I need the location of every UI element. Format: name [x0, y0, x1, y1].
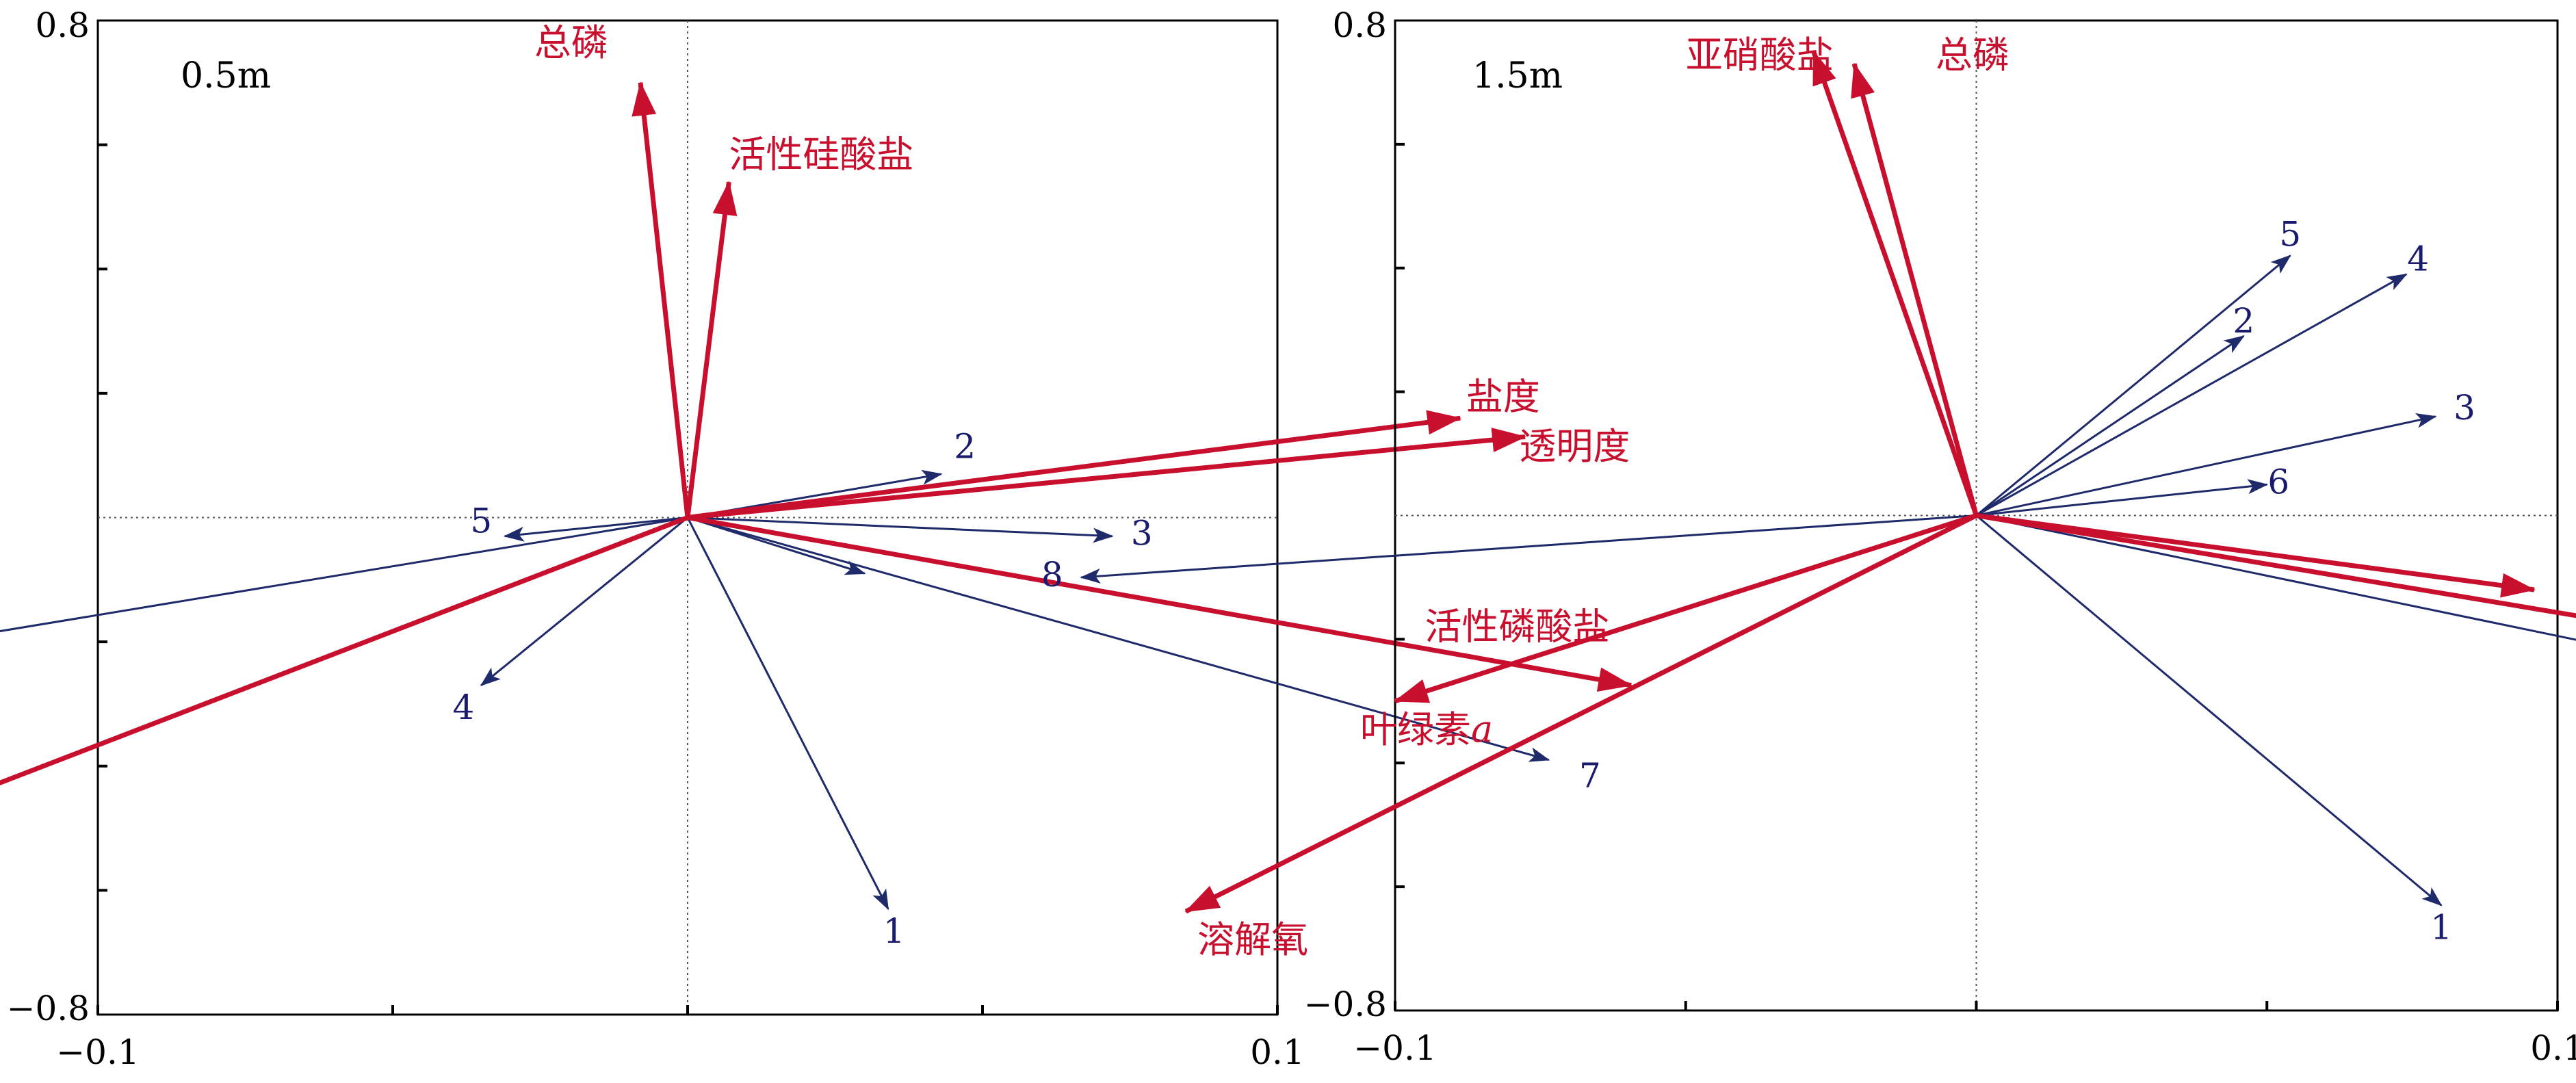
site-arrow-1 — [1975, 514, 2443, 906]
site-label-4: 4 — [453, 688, 475, 727]
env-arrow-5 — [0, 515, 689, 785]
env-arrow-2 — [1976, 513, 2536, 598]
env-arrow-4 — [1394, 513, 1977, 704]
env-arrow-1 — [1851, 62, 1979, 517]
site-label-8: 8 — [1041, 555, 1063, 595]
site-arrow-2 — [1975, 335, 2245, 517]
env-label-2: 盐度 — [1466, 376, 1540, 419]
site-label-2: 2 — [954, 427, 976, 467]
env-arrow-1 — [685, 181, 738, 518]
env-label-1: 活性硅酸盐 — [729, 133, 913, 176]
site-label-5: 5 — [2279, 215, 2301, 255]
site-arrow-5 — [1975, 255, 2291, 517]
env-arrow-3 — [1975, 513, 2576, 618]
env-arrow-5 — [1184, 513, 1978, 914]
y-tick-label-bottom: −0.8 — [1304, 984, 1387, 1024]
site-arrow-6 — [1976, 479, 2269, 517]
x-tick-label-left: −0.1 — [56, 1032, 139, 1072]
x-tick-label-right: 0.1 — [1250, 1032, 1305, 1072]
site-label-1: 1 — [883, 911, 905, 951]
panel-depth-label: 1.5m — [1472, 55, 1563, 96]
right-panel-plot: 1.5m 0.8−0.8−0.10.112345678亚硝酸盐总磷盐度活性磷酸盐… — [1041, 5, 2576, 1068]
site-arrow-7 — [687, 517, 1550, 762]
site-label-6: 6 — [2267, 462, 2289, 501]
env-label-0: 总磷 — [534, 21, 608, 64]
site-label-5: 5 — [470, 501, 492, 541]
site-label-3: 3 — [2454, 388, 2475, 428]
env-label-0: 亚硝酸盐 — [1686, 34, 1834, 77]
site-label-7: 7 — [1579, 756, 1601, 796]
site-arrow-4 — [480, 517, 688, 686]
site-arrow-4 — [1975, 273, 2408, 517]
env-arrow-2 — [687, 410, 1462, 520]
env-arrow-4 — [687, 515, 1633, 692]
y-tick-label-top: 0.8 — [35, 5, 90, 45]
env-label-4: 叶绿素a — [1360, 707, 1493, 751]
env-arrow-0 — [1811, 50, 1979, 517]
panel-depth-label: 0.5m — [181, 55, 271, 96]
site-arrow-7 — [1976, 514, 2576, 641]
site-arrow-8 — [1080, 514, 1977, 584]
site-arrow-3 — [687, 517, 1114, 543]
y-tick-label-bottom: −0.8 — [7, 989, 90, 1028]
y-tick-label-top: 0.8 — [1332, 5, 1387, 45]
x-tick-label-left: −0.1 — [1353, 1028, 1436, 1068]
site-arrow-5 — [503, 517, 688, 542]
site-arrow-3 — [1976, 413, 2437, 517]
env-label-1: 总磷 — [1936, 34, 2009, 77]
env-label-5: 溶解氧 — [1197, 918, 1308, 961]
env-arrow-3 — [687, 428, 1527, 520]
site-label-3: 3 — [1131, 514, 1153, 553]
x-tick-label-right: 0.1 — [2530, 1028, 2576, 1068]
site-arrow-8 — [0, 517, 688, 633]
site-label-2: 2 — [2233, 301, 2254, 341]
site-label-1: 1 — [2430, 907, 2452, 947]
env-arrow-0 — [632, 81, 690, 518]
site-label-4: 4 — [2407, 239, 2429, 279]
env-label-3: 透明度 — [1519, 425, 1630, 468]
site-arrow-1 — [686, 517, 889, 911]
left-panel-plot: 0.5m 0.8−0.8−0.10.11234578总磷活性硅酸盐盐度透明度活性… — [0, 5, 1633, 1072]
